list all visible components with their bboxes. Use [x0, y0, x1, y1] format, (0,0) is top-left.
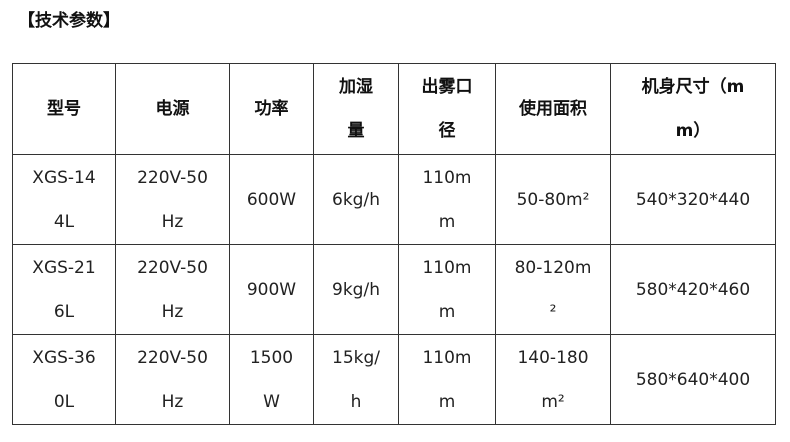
cell-text: h	[350, 391, 362, 412]
cell-text: 型号	[47, 99, 81, 119]
cell-text: 1500	[249, 347, 294, 368]
table-cell: 出雾口径	[398, 63, 496, 155]
table-cell: 220V-50 Hz	[115, 154, 230, 245]
table-cell: 110m m	[398, 334, 496, 425]
cell-text: 径	[438, 121, 456, 141]
cell-text: 15kg/	[332, 347, 380, 368]
table-cell: 600W	[229, 154, 314, 245]
table-cell: 220V-50 Hz	[115, 334, 230, 425]
cell-text: 出雾口	[421, 77, 473, 97]
cell-text: m）	[675, 121, 711, 141]
table-cell: 电源	[115, 63, 230, 155]
cell-text: 600W	[246, 189, 297, 210]
table-cell: XGS-21 6L	[12, 244, 116, 335]
cell-text: XGS-21	[32, 257, 96, 278]
cell-text: 110m	[422, 347, 472, 368]
cell-text: 机身尺寸（m	[641, 77, 745, 97]
table-row: XGS-14 4L 220V-50 Hz 600W 6kg/h 110m m 50-80m² 54…	[12, 154, 776, 245]
cell-text: 9kg/h	[332, 279, 380, 300]
cell-text: 110m	[422, 167, 472, 188]
spec-table: 型号 电源 功率 加湿量出雾口径使用面积 机身尺寸（m m） XGS-14 4L 220V-50…	[12, 63, 776, 425]
table-row: XGS-21 6L 220V-50 Hz 900W 9kg/h 110m m 80-120m ² 5…	[12, 244, 776, 335]
cell-text: 580*640*400	[635, 369, 751, 390]
cell-text: W	[263, 391, 280, 412]
table-cell: 540*320*440	[610, 154, 776, 245]
cell-text: m	[438, 301, 456, 322]
cell-text: 900W	[246, 279, 297, 300]
cell-text: 80-120m	[514, 257, 592, 278]
table-cell: 220V-50 Hz	[115, 244, 230, 335]
table-cell: 580*420*460	[610, 244, 776, 335]
table-cell: 580*640*400	[610, 334, 776, 425]
cell-text: 6L	[53, 301, 75, 322]
cell-text: 220V-50	[137, 167, 208, 188]
cell-text: 580*420*460	[635, 279, 751, 300]
cell-text: ²	[549, 301, 557, 322]
header-row: 型号 电源 功率 加湿量出雾口径使用面积 机身尺寸（m m）	[12, 63, 776, 155]
cell-text: 540*320*440	[635, 189, 751, 210]
table-cell: 110m m	[398, 244, 496, 335]
table-cell: 15kg/h	[313, 334, 399, 425]
cell-text: m²	[541, 391, 565, 412]
cell-text: Hz	[161, 391, 184, 412]
cell-text: 220V-50	[137, 347, 208, 368]
table-row: XGS-36 0L 220V-50 Hz 1500 W 15kg/h 110m m 140-180…	[12, 334, 776, 425]
table-cell: 功率	[229, 63, 314, 155]
table-cell: XGS-36 0L	[12, 334, 116, 425]
cell-text: 110m	[422, 257, 472, 278]
cell-text: 加湿	[339, 77, 373, 97]
table-cell: 机身尺寸（m m）	[610, 63, 776, 155]
cell-text: 电源	[155, 99, 190, 119]
table-cell: 6kg/h	[313, 154, 399, 245]
cell-text: 4L	[53, 211, 75, 232]
table-cell: 加湿量	[313, 63, 399, 155]
cell-text: 50-80m²	[516, 189, 590, 210]
table-cell: 110m m	[398, 154, 496, 245]
table-cell: 50-80m²	[495, 154, 611, 245]
cell-text: XGS-36	[32, 347, 96, 368]
cell-text: Hz	[161, 301, 184, 322]
cell-text: 功率	[254, 99, 289, 119]
section-title: 【技术参数】	[18, 11, 120, 31]
table-cell: 900W	[229, 244, 314, 335]
table-cell: 140-180 m²	[495, 334, 611, 425]
cell-text: 量	[347, 121, 365, 141]
cell-text: 6kg/h	[332, 189, 380, 210]
cell-text: 0L	[53, 391, 75, 412]
cell-text: Hz	[161, 211, 184, 232]
table-cell: 9kg/h	[313, 244, 399, 335]
cell-text: 220V-50	[137, 257, 208, 278]
table-cell: 1500 W	[229, 334, 314, 425]
cell-text: 使用面积	[519, 99, 587, 119]
cell-text: m	[438, 211, 456, 232]
cell-text: 140-180	[517, 347, 589, 368]
table-cell: XGS-14 4L	[12, 154, 116, 245]
cell-text: XGS-14	[32, 167, 96, 188]
table-cell: 型号	[12, 63, 116, 155]
cell-text: m	[438, 391, 456, 412]
table-cell: 80-120m ²	[495, 244, 611, 335]
table-cell: 使用面积	[495, 63, 611, 155]
